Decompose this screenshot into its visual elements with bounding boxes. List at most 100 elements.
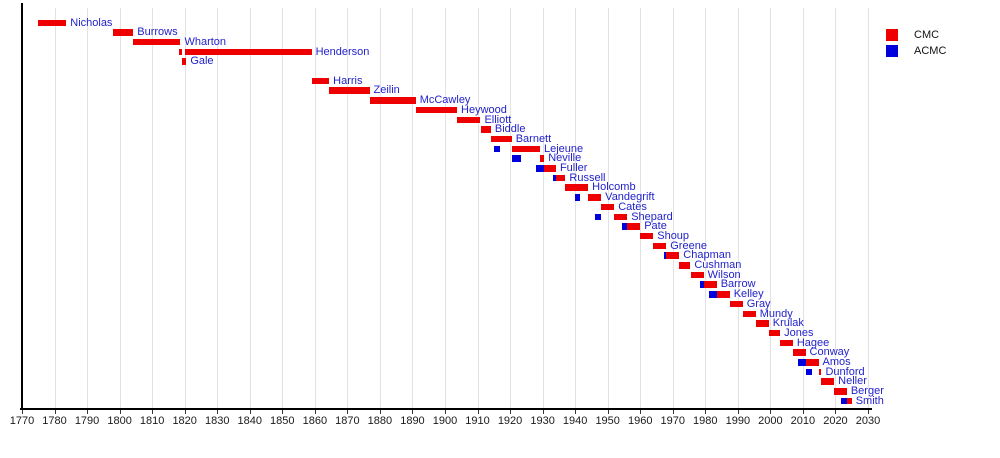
x-axis-line: [20, 408, 872, 410]
timeline-bar-cmc: [178, 48, 183, 56]
person-label[interactable]: Shoup: [657, 229, 690, 242]
gridline: [868, 8, 869, 408]
person-label[interactable]: Elliott: [484, 113, 512, 126]
person-label[interactable]: Shepard: [631, 210, 673, 223]
person-label[interactable]: Neville: [548, 152, 582, 165]
timeline-bar-cmc: [133, 38, 181, 46]
person-label[interactable]: Harris: [333, 74, 363, 87]
axis-tick: [379, 410, 381, 414]
axis-tick-label: 1950: [595, 415, 620, 427]
person-label[interactable]: Mundy: [759, 307, 793, 320]
timeline-bar-cmc: [679, 262, 691, 269]
person-label[interactable]: Russell: [569, 171, 606, 184]
timeline-bar-cmc: [182, 58, 187, 65]
person-label[interactable]: Barnett: [515, 132, 552, 145]
gridline: [152, 8, 154, 408]
timeline-bar-acmc: [699, 281, 704, 288]
timeline-bar-acmc: [709, 291, 717, 298]
timeline-bar-cmc: [369, 97, 416, 104]
person-label[interactable]: Chapman: [683, 249, 731, 262]
person-label[interactable]: Gale: [190, 55, 214, 68]
axis-tick: [868, 410, 869, 414]
person-label[interactable]: Holcomb: [592, 181, 636, 194]
gridline: [640, 8, 642, 408]
person-label[interactable]: Nicholas: [70, 16, 113, 29]
axis-tick-label: 1930: [530, 415, 555, 427]
axis-tick: [737, 410, 739, 414]
person-label[interactable]: McCawley: [419, 94, 471, 107]
axis-tick: [477, 410, 479, 414]
axis-tick: [510, 410, 512, 414]
axis-tick: [119, 410, 121, 414]
person-label[interactable]: Biddle: [494, 123, 526, 136]
timeline-bar-cmc: [565, 184, 589, 191]
legend-item-cmc: CMC: [886, 29, 946, 41]
gridline: [54, 8, 56, 408]
person-label[interactable]: Fuller: [559, 162, 588, 174]
axis-tick: [705, 410, 707, 414]
person-label[interactable]: Vandegrift: [605, 191, 655, 204]
gridline: [770, 8, 772, 408]
person-label[interactable]: Conway: [809, 346, 850, 359]
person-label[interactable]: Cates: [618, 200, 647, 213]
gridline: [705, 8, 707, 408]
person-label[interactable]: Smith: [855, 394, 884, 407]
timeline-bar-cmc: [653, 242, 667, 250]
timeline-bar-cmc: [703, 281, 717, 288]
person-label[interactable]: Neller: [838, 375, 867, 388]
timeline-bar-cmc: [540, 155, 545, 162]
person-label[interactable]: Gray: [746, 297, 771, 310]
axis-tick: [54, 410, 56, 414]
timeline-bar-acmc: [575, 194, 581, 201]
person-label[interactable]: Krulak: [772, 317, 804, 330]
person-label[interactable]: Dunford: [825, 365, 865, 378]
timeline-bar-acmc: [805, 368, 813, 376]
timeline-bar-cmc: [511, 145, 540, 153]
cmc-color-swatch: [886, 29, 898, 41]
gridline: [347, 8, 349, 408]
gridline: [282, 8, 284, 408]
axis-tick-label: 1790: [74, 415, 100, 427]
person-label[interactable]: Cushman: [694, 259, 742, 271]
axis-tick-label: 1980: [693, 415, 718, 427]
timeline-bar-acmc: [663, 252, 667, 259]
person-label[interactable]: Amos: [822, 356, 851, 368]
timeline-bar-cmc: [716, 291, 730, 298]
person-label[interactable]: Wharton: [184, 35, 227, 48]
person-label[interactable]: Zeilin: [373, 84, 400, 97]
axis-tick-label: 1910: [465, 415, 490, 427]
timeline-bar-cmc: [555, 174, 566, 182]
timeline-bar-cmc: [821, 378, 835, 385]
person-label[interactable]: Lejeune: [544, 142, 584, 155]
timeline-bar-cmc: [481, 126, 491, 133]
axis-tick: [445, 410, 446, 414]
axis-tick-label: 1820: [172, 415, 197, 427]
timeline-bar-acmc: [798, 359, 806, 366]
person-label[interactable]: Pate: [644, 220, 667, 233]
person-label[interactable]: Burrows: [137, 26, 178, 39]
timeline-bar-acmc: [511, 155, 522, 162]
acmc-color-swatch: [886, 45, 898, 57]
person-label[interactable]: Greene: [670, 239, 707, 252]
axis-tick-label: 1940: [562, 415, 588, 427]
axis-tick-label: 2030: [855, 415, 881, 427]
axis-tick: [640, 410, 642, 414]
timeline-bar-cmc: [846, 397, 852, 405]
timeline-bar-cmc: [544, 165, 556, 172]
axis-tick-label: 1970: [660, 415, 685, 427]
person-label[interactable]: Henderson: [315, 45, 370, 58]
person-label[interactable]: Berger: [850, 385, 884, 398]
timeline-bar-acmc: [594, 213, 602, 220]
person-label[interactable]: Wilson: [707, 268, 741, 281]
person-label[interactable]: Barrow: [720, 278, 756, 291]
person-label[interactable]: Hagee: [796, 336, 830, 349]
person-label[interactable]: Kelley: [733, 288, 764, 301]
timeline-bar-cmc: [601, 203, 615, 211]
legend: CMC ACMC: [886, 29, 946, 61]
axis-tick-label: 1900: [432, 415, 458, 427]
gridline: [249, 8, 251, 408]
axis-tick: [575, 410, 577, 414]
person-label[interactable]: Heywood: [461, 103, 507, 116]
person-label[interactable]: Jones: [784, 326, 814, 339]
axis-tick: [184, 410, 186, 414]
